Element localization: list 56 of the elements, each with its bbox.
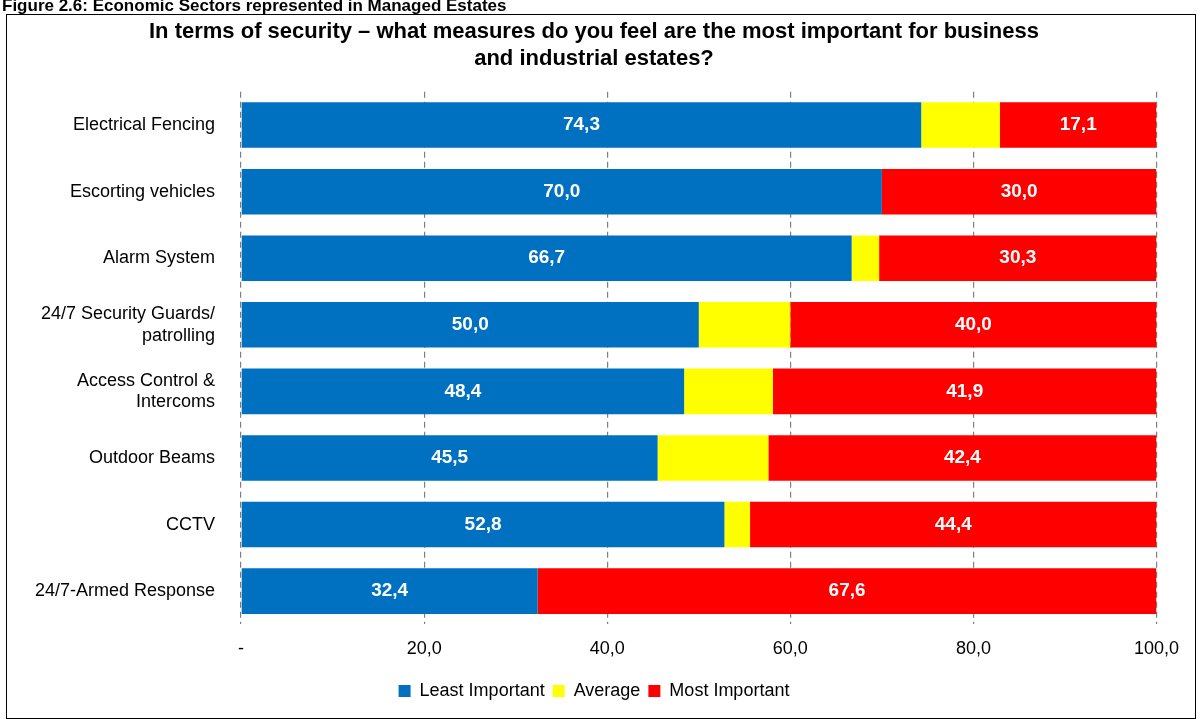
bar bbox=[750, 501, 1157, 548]
bar bbox=[537, 568, 1157, 614]
bar bbox=[241, 302, 699, 348]
y-tick-label: Electrical Fencing bbox=[73, 114, 216, 135]
data-label: 74,3 bbox=[562, 113, 600, 135]
chart-title: In terms of security – what measures do you feel are the most important for business and industrial estates? bbox=[148, 18, 1040, 70]
data-label: 70,0 bbox=[543, 179, 581, 201]
bar bbox=[772, 368, 1157, 415]
bar bbox=[241, 501, 725, 548]
x-tick-label: 60,0 bbox=[772, 638, 808, 659]
data-label: 45,5 bbox=[431, 446, 469, 468]
y-tick-label: CCTV bbox=[166, 513, 216, 534]
bar bbox=[881, 168, 1157, 215]
data-label: 30,3 bbox=[999, 246, 1037, 268]
bar bbox=[851, 235, 880, 282]
bar bbox=[790, 302, 1157, 348]
legend-label: Most Important bbox=[669, 679, 790, 700]
bar bbox=[241, 235, 852, 282]
data-label: 42,4 bbox=[943, 446, 982, 468]
bar bbox=[241, 435, 658, 481]
data-label: 66,7 bbox=[528, 246, 566, 268]
data-label: 67,6 bbox=[828, 579, 866, 601]
bar bbox=[921, 102, 1000, 148]
data-label: 48,4 bbox=[444, 379, 482, 401]
bar bbox=[768, 435, 1157, 481]
bar bbox=[684, 368, 773, 415]
bar bbox=[241, 102, 922, 148]
data-label: 32,4 bbox=[371, 579, 409, 601]
bar bbox=[657, 435, 769, 481]
bar bbox=[698, 302, 791, 348]
y-tick-label: Access Control & Intercoms bbox=[77, 369, 216, 412]
bar bbox=[241, 168, 882, 215]
y-tick-label: Escorting vehicles bbox=[70, 180, 216, 201]
x-tick-label: 40,0 bbox=[589, 638, 625, 659]
data-label: 40,0 bbox=[954, 313, 992, 335]
data-label: 17,1 bbox=[1059, 113, 1098, 135]
y-tick-label: Alarm System bbox=[103, 247, 216, 268]
legend-label: Least Important bbox=[419, 679, 545, 700]
x-tick-label: 20,0 bbox=[406, 638, 442, 659]
bar bbox=[241, 368, 685, 415]
y-tick-label: Outdoor Beams bbox=[89, 446, 216, 467]
bar bbox=[999, 102, 1157, 148]
data-label: 41,9 bbox=[946, 379, 984, 401]
data-label: 30,0 bbox=[1000, 179, 1038, 201]
bar bbox=[724, 501, 751, 548]
bar bbox=[879, 235, 1157, 282]
data-label: 52,8 bbox=[464, 512, 502, 534]
y-tick-label: 24/7 Security Guards/ patrolling bbox=[41, 302, 216, 345]
y-tick-label: 24/7-Armed Response bbox=[34, 580, 216, 601]
x-tick-label: 100,0 bbox=[1133, 638, 1179, 659]
x-tick-label: - bbox=[238, 638, 245, 659]
bar bbox=[241, 568, 538, 614]
x-tick-label: 80,0 bbox=[955, 638, 991, 659]
data-label: 50,0 bbox=[451, 313, 489, 335]
legend-label: Average bbox=[573, 679, 641, 700]
data-label: 44,4 bbox=[934, 512, 973, 534]
